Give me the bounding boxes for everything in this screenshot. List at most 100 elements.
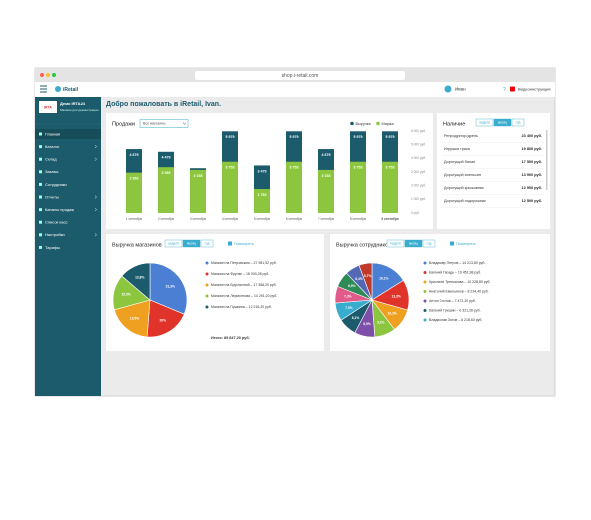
menu-item[interactable]: Отчеты xyxy=(45,194,59,199)
legend-label: Евгений Гвоздь – 10 451,98 руб. xyxy=(429,271,481,275)
link[interactable]: Посмотреть xyxy=(234,242,254,246)
tab-label[interactable]: год xyxy=(427,242,432,246)
x-tick-label: 4 сентября xyxy=(222,217,239,221)
bar xyxy=(222,161,238,213)
legend-label: Маржа xyxy=(382,122,395,126)
link[interactable]: Посмотреть xyxy=(456,242,476,246)
bar xyxy=(286,161,302,213)
close-button[interactable] xyxy=(40,73,44,77)
menu-button[interactable] xyxy=(40,85,47,93)
tab[interactable] xyxy=(200,239,214,248)
pie-slice xyxy=(146,299,185,338)
avatar[interactable] xyxy=(444,85,452,93)
url: shop.i-retail.com xyxy=(282,73,319,79)
tab-label[interactable]: месяц xyxy=(187,242,196,246)
bar-label: 3 753 xyxy=(354,166,363,170)
menu-item[interactable]: Каталог xyxy=(45,144,60,149)
user-name[interactable]: Иван xyxy=(455,87,466,92)
menu-icon xyxy=(39,170,42,174)
menu-item[interactable]: Заказы xyxy=(45,169,58,174)
panel-title: Выручка сотрудников xyxy=(336,242,391,248)
menu-item[interactable]: Настройки xyxy=(45,232,65,237)
slice-label: 7,9% xyxy=(345,306,353,310)
app-header xyxy=(35,82,555,97)
bar-label: 2 953 xyxy=(130,177,139,181)
legend-swatch xyxy=(423,271,427,274)
company-name: Демо IRTA24 xyxy=(60,101,86,106)
slice-label: 9,2% xyxy=(377,321,385,325)
tab-label[interactable]: неделя xyxy=(479,121,490,125)
tab[interactable] xyxy=(422,239,436,248)
menu-icon xyxy=(39,195,42,199)
menu-icon xyxy=(39,233,42,237)
stock-name: Дорогущий банан xyxy=(444,160,475,164)
tab[interactable] xyxy=(164,239,183,248)
stock-value: 17 500 руб. xyxy=(522,160,542,164)
legend-swatch xyxy=(205,283,209,287)
video-link[interactable]: Видеоинструкция xyxy=(518,87,551,92)
tab-label[interactable]: неделя xyxy=(168,242,179,246)
pie-slice xyxy=(121,262,151,301)
chevron xyxy=(94,233,97,237)
legend-swatch xyxy=(423,299,427,303)
menu-item[interactable]: Сотрудники xyxy=(45,182,67,187)
bar-label: 5 979 xyxy=(226,135,235,139)
tab-label[interactable]: год xyxy=(205,242,210,246)
tab[interactable] xyxy=(404,239,423,248)
legend-swatch xyxy=(376,121,380,126)
chevron xyxy=(94,195,97,199)
video-icon[interactable] xyxy=(510,86,515,92)
bar xyxy=(126,172,142,213)
legend-label: Магазин на Петровском – 27 981,52 руб. xyxy=(211,261,277,265)
legend-swatch xyxy=(205,305,209,309)
slice-label: 31,3% xyxy=(166,284,175,288)
menu-item[interactable]: Каналы продаж xyxy=(45,207,74,212)
pie-slice xyxy=(113,299,151,338)
slice-label: 20% xyxy=(159,319,166,323)
menu-item[interactable]: Склад xyxy=(45,157,57,162)
store-select[interactable] xyxy=(139,119,189,128)
link-icon[interactable] xyxy=(228,241,232,246)
tab[interactable] xyxy=(386,239,405,248)
legend-swatch xyxy=(423,309,427,312)
tab[interactable] xyxy=(475,118,494,127)
maximize-button[interactable] xyxy=(52,73,56,77)
tab[interactable] xyxy=(493,118,512,127)
panel-title: Наличие xyxy=(443,121,465,127)
panel-title: Продажи xyxy=(112,121,135,127)
tab[interactable] xyxy=(182,239,201,248)
tab-label[interactable]: неделя xyxy=(390,242,401,246)
y-tick-label: 4 000 руб. xyxy=(411,156,426,160)
legend-swatch xyxy=(423,280,427,284)
x-tick-label: 5 сентября xyxy=(254,217,271,221)
tab-label[interactable]: год xyxy=(516,121,521,125)
bar-label: 1 753 xyxy=(258,193,267,197)
x-tick-label: 1 сентября xyxy=(126,217,143,221)
minimize-button[interactable] xyxy=(46,73,50,77)
legend-label: Анатолий Емельянов – 8 234,40 руб. xyxy=(429,290,489,294)
help[interactable]: ? xyxy=(503,87,506,93)
tab[interactable] xyxy=(511,118,525,127)
tab-label[interactable]: месяц xyxy=(498,121,507,125)
scrollbar xyxy=(546,130,548,190)
active-item xyxy=(35,129,101,139)
tab-label[interactable]: месяц xyxy=(409,242,418,246)
stock-name: Игрушка трика xyxy=(444,147,471,151)
menu-icon xyxy=(39,145,42,149)
legend-label: Владимир Петров – 14 213,80 руб. xyxy=(429,261,485,265)
slice-label: 7,3% xyxy=(344,294,352,298)
menu-item[interactable]: Тарифы xyxy=(45,245,60,250)
stock-name: Дорогущий крыжовник xyxy=(444,186,484,190)
x-tick-label: 3 сентября xyxy=(190,217,207,221)
store-select-text[interactable]: Все магазины xyxy=(143,122,166,126)
legend-label: Магазин на Лермонтова – 14 291,20 руб. xyxy=(211,294,277,298)
link-icon[interactable] xyxy=(450,241,454,246)
bar-label: 3 753 xyxy=(290,166,299,170)
menu-item[interactable]: Список касс xyxy=(45,220,67,225)
legend-swatch xyxy=(205,272,209,276)
address-bar[interactable] xyxy=(195,71,405,80)
panel-title: Выручка магазинов xyxy=(112,242,162,248)
legend-label: Кристина Третьякова – 10 228,80 руб. xyxy=(429,280,491,284)
menu-item[interactable]: Главная xyxy=(45,131,60,136)
legend-label: Магазин на Фрунзе – 18 000,28 руб. xyxy=(211,272,269,276)
